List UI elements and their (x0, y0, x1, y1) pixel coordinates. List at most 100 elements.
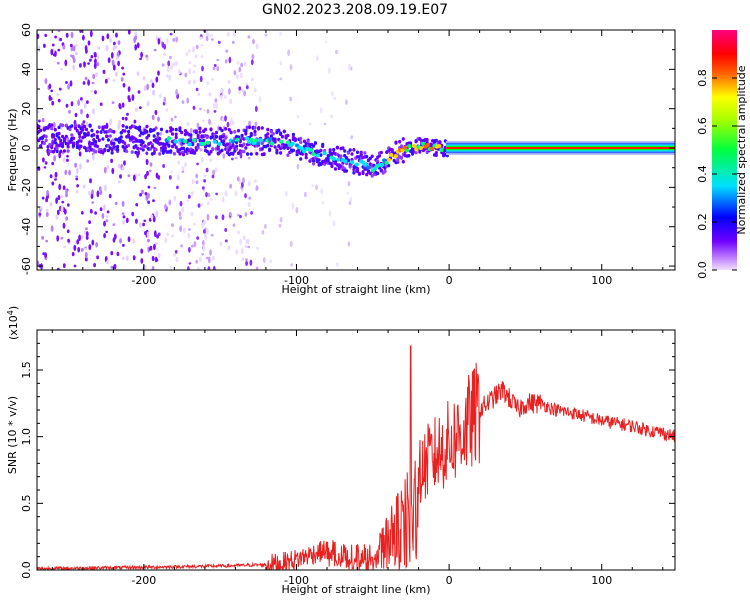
spectrogram-cell (78, 234, 81, 242)
spectrogram-cell (48, 142, 52, 147)
spectrogram-cell (89, 58, 92, 62)
spectrogram-cell (45, 239, 49, 243)
spectrogram-cell (251, 141, 256, 146)
spectrogram-cell (105, 230, 108, 234)
spectrogram-cell (73, 264, 77, 268)
spectrogram-cell (299, 140, 303, 145)
spectrogram-cell (45, 208, 49, 212)
spectrogram-cell (128, 97, 131, 103)
spectrogram-cell (335, 49, 338, 55)
spectrogram-cell (293, 138, 297, 143)
spectrogram-cell (77, 246, 81, 253)
spectrogram-cell (425, 140, 429, 144)
spectrogram-cell (242, 149, 246, 154)
spectrogram-cell (147, 185, 151, 189)
spectrogram-cell (196, 122, 200, 129)
spectrogram-cell (212, 265, 216, 270)
spectrogram-cell (370, 154, 374, 159)
spectrogram-cell (152, 199, 155, 203)
spectrogram-cell (79, 30, 83, 33)
spectrogram-cell (196, 162, 200, 166)
spectrogram-cell (330, 91, 334, 97)
spectrogram-cell (173, 253, 177, 257)
spectrogram-frame (36, 29, 676, 271)
spectrogram-cell (221, 214, 225, 221)
spectrogram-cell (159, 131, 163, 136)
spectrogram-cell (110, 147, 114, 152)
spectrogram-cell (116, 147, 120, 152)
spectrogram-cell (269, 141, 275, 146)
spectrogram-cell (165, 108, 169, 112)
spectrogram-cell (139, 222, 142, 228)
spectrogram-cell (91, 239, 95, 246)
spectrogram-cell (313, 141, 317, 145)
spectrogram-cell (208, 92, 212, 97)
spectrogram-cell (122, 219, 125, 225)
spectrogram-cell (296, 114, 300, 119)
colorbar-tick-label: 0.4 (696, 165, 709, 183)
spectrogram-cell (83, 102, 87, 109)
spectrogram-cell (171, 234, 175, 238)
spectrogram-cell (247, 35, 251, 39)
spectrogram-cell (185, 52, 189, 57)
spectrogram-cell (78, 151, 82, 157)
spectrogram-cell (253, 132, 257, 137)
spectrogram-cell (142, 222, 146, 227)
spectrogram-cell (235, 137, 240, 142)
y-tick-label: -20 (20, 178, 33, 196)
spectrogram-cell (92, 133, 96, 137)
spectrogram-cell (167, 60, 171, 67)
spectrogram-cell (135, 203, 139, 207)
spectrogram-cell (112, 130, 116, 134)
spectrogram-cell (209, 249, 212, 256)
spectrogram-cell (97, 138, 101, 142)
spectrogram-cell (144, 192, 148, 196)
spectrogram-cell (139, 147, 143, 151)
colorbar-tick-label: 0.6 (696, 117, 709, 135)
spectrogram-cell (152, 215, 156, 223)
spectrogram-cell (209, 149, 213, 154)
spectrogram-cell (147, 192, 150, 199)
spectrogram-cell (57, 194, 61, 201)
spectrogram-cell (75, 51, 78, 56)
spectrogram-cell (164, 203, 167, 210)
spectrogram-cell (106, 164, 110, 170)
x-tick-label: 0 (446, 274, 453, 287)
spectrogram-cell (205, 140, 211, 145)
spectrogram-cell (37, 45, 41, 53)
spectrogram-cell (347, 181, 351, 187)
spectrogram-cell (146, 170, 149, 176)
spectrogram-cell (271, 132, 275, 136)
y-tick-label: 0 (20, 145, 33, 152)
spectrogram-cell (236, 128, 241, 133)
spectrogram-cell (138, 125, 142, 129)
spectrogram-cell (83, 124, 87, 129)
spectrogram-cell (75, 190, 79, 194)
spectrogram-cell (200, 55, 204, 59)
spectrogram-cell (201, 186, 205, 190)
spectrogram-cell (191, 142, 195, 147)
spectrogram-cell (379, 168, 383, 172)
spectrogram-cell (168, 74, 172, 81)
spectrogram-cell (116, 251, 120, 257)
spectrogram-cell (105, 125, 109, 129)
spectrogram-cell (157, 175, 161, 180)
spectrogram-cell (46, 195, 49, 200)
spectrogram-cell (365, 172, 369, 177)
spectrogram-cell (242, 235, 246, 241)
spectrogram-cell (195, 259, 199, 264)
spectrogram-cell (322, 151, 327, 156)
spectrogram-cell (151, 82, 155, 89)
spectrogram-cell (222, 139, 226, 143)
spectrogram-cell (76, 239, 80, 245)
spectrogram-cell (161, 42, 165, 48)
spectrogram-cell (253, 125, 257, 130)
spectrogram-cell (332, 220, 336, 227)
spectrogram-cell (188, 228, 191, 231)
spectrogram-cell (64, 169, 68, 176)
spectrogram-cell (153, 48, 157, 52)
spectrogram-cell (291, 132, 295, 137)
spectrogram-cell (94, 90, 97, 95)
spectrogram-cell (157, 116, 160, 122)
spectrogram-cell (108, 193, 112, 199)
